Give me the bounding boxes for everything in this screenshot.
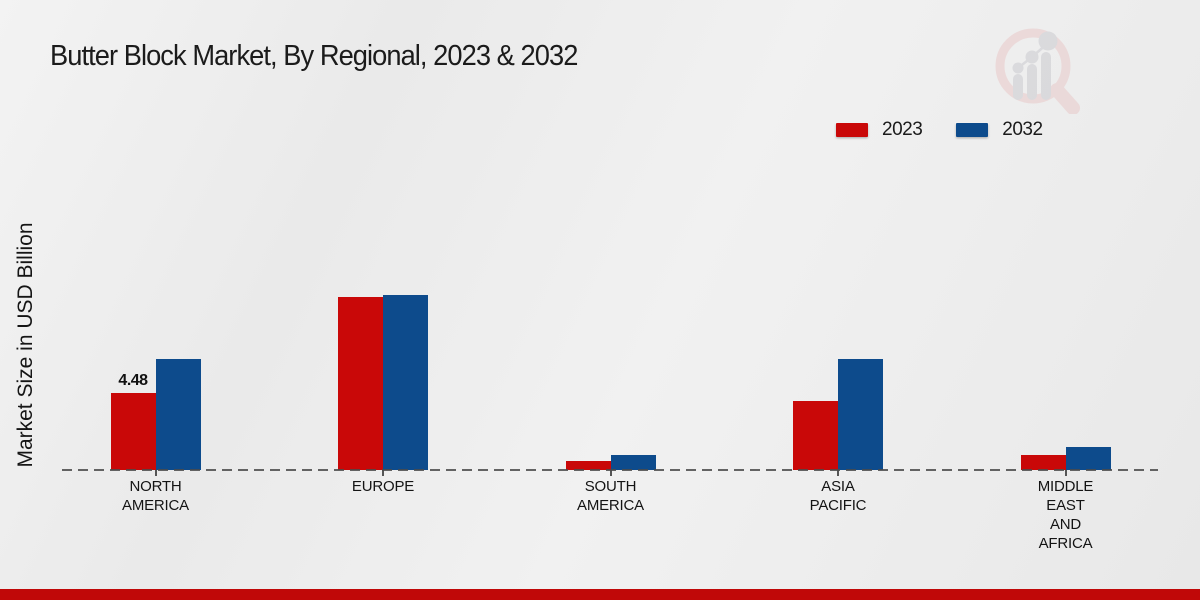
x-axis-tick xyxy=(382,470,384,476)
bar-2032-middle-east-and-africa xyxy=(1065,447,1111,470)
chart-title: Butter Block Market, By Regional, 2023 &… xyxy=(50,40,578,72)
category-label: ASIA PACIFIC xyxy=(809,478,867,514)
legend-item-2032: 2032 xyxy=(956,119,1043,141)
bar-2023-europe xyxy=(338,297,383,470)
bar-2032-north-america xyxy=(155,359,201,470)
bar-2023-north-america xyxy=(110,393,156,470)
category-label: NORTH AMERICA xyxy=(122,478,189,514)
legend-label-2032: 2032 xyxy=(1002,119,1043,140)
x-axis-tick xyxy=(837,470,839,476)
bar-value-label: 4.48 xyxy=(118,372,148,389)
bar-2032-south-america xyxy=(610,455,656,470)
legend-item-2023: 2023 xyxy=(836,119,923,141)
legend: 2023 2032 xyxy=(836,119,1043,141)
bar-2032-europe xyxy=(383,295,428,470)
x-axis-baseline xyxy=(62,469,1158,471)
x-axis-tick xyxy=(1064,470,1067,476)
category-label: MIDDLE EAST AND AFRICA xyxy=(1037,478,1094,552)
legend-label-2023: 2023 xyxy=(882,119,923,140)
footer-accent-band xyxy=(0,589,1200,600)
category-label: EUROPE xyxy=(351,478,415,495)
bar-2023-middle-east-and-africa xyxy=(1020,455,1066,470)
x-axis-tick xyxy=(154,470,157,476)
legend-swatch-2023 xyxy=(836,123,868,137)
category-label: SOUTH AMERICA xyxy=(577,478,644,514)
market-research-future-logo-icon xyxy=(995,28,1080,114)
legend-swatch-2032 xyxy=(956,123,989,137)
x-axis-tick xyxy=(609,470,612,476)
bar-2032-asia-pacific xyxy=(838,359,883,470)
bar-2023-asia-pacific xyxy=(793,401,838,470)
bar-2023-south-america xyxy=(565,461,611,470)
